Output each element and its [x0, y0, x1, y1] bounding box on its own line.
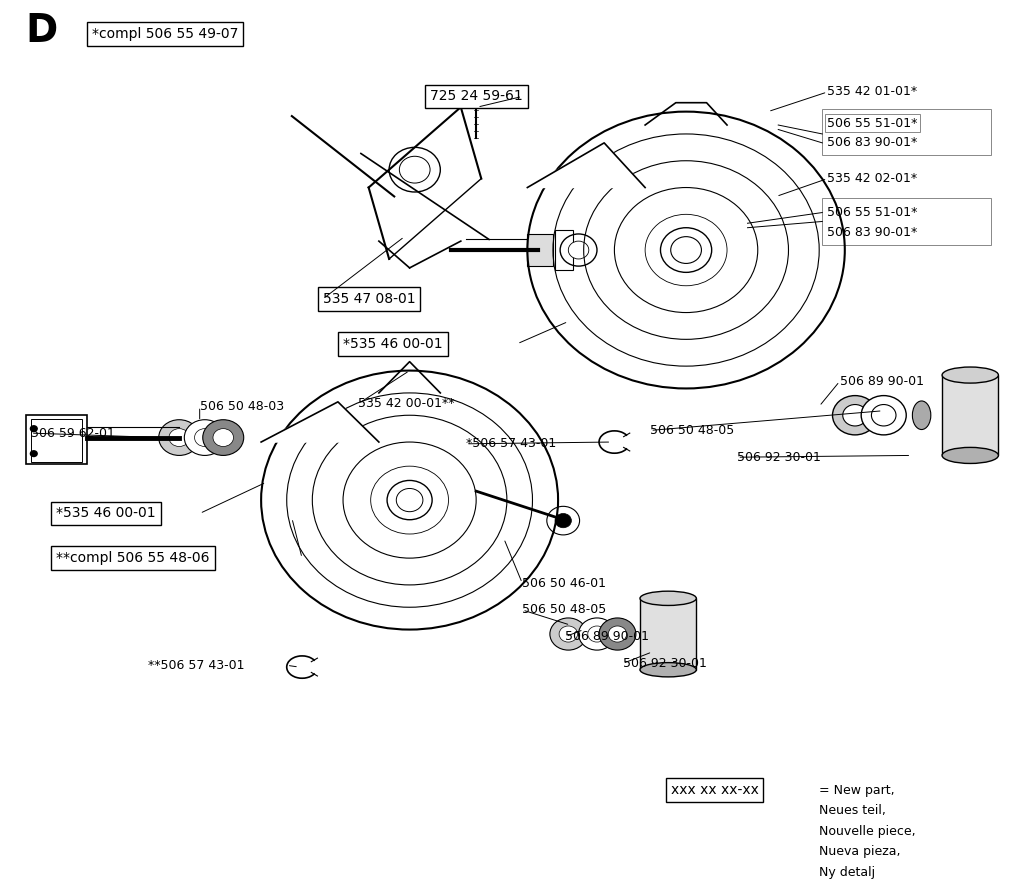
Text: *535 46 00-01: *535 46 00-01 — [343, 337, 442, 351]
Circle shape — [608, 626, 627, 642]
Text: Ny detalj: Ny detalj — [819, 866, 876, 879]
Text: 506 92 30-01: 506 92 30-01 — [623, 657, 707, 670]
Circle shape — [568, 241, 589, 259]
Circle shape — [213, 429, 233, 446]
Circle shape — [660, 228, 712, 272]
Ellipse shape — [942, 447, 998, 463]
Circle shape — [588, 626, 606, 642]
Circle shape — [169, 429, 189, 446]
Text: 725 24 59-61: 725 24 59-61 — [430, 89, 523, 104]
Ellipse shape — [640, 591, 696, 605]
Circle shape — [30, 450, 38, 457]
Polygon shape — [527, 143, 645, 188]
Circle shape — [550, 618, 587, 650]
Text: 535 42 02-01*: 535 42 02-01* — [827, 172, 918, 185]
FancyBboxPatch shape — [555, 230, 573, 270]
Text: 506 55 51-01*: 506 55 51-01* — [827, 117, 918, 129]
Circle shape — [861, 396, 906, 435]
Circle shape — [159, 420, 200, 455]
Circle shape — [547, 506, 580, 535]
FancyBboxPatch shape — [942, 375, 998, 455]
Text: 506 89 90-01: 506 89 90-01 — [840, 375, 924, 388]
Circle shape — [184, 420, 225, 455]
Text: 506 55 51-01*: 506 55 51-01* — [827, 206, 918, 219]
Circle shape — [387, 480, 432, 520]
Text: 535 42 00-01**: 535 42 00-01** — [358, 397, 455, 410]
Text: *535 46 00-01: *535 46 00-01 — [56, 506, 156, 521]
Text: D: D — [26, 13, 57, 50]
Circle shape — [559, 626, 578, 642]
Text: = New part,: = New part, — [819, 784, 895, 797]
Text: **compl 506 55 48-06: **compl 506 55 48-06 — [56, 551, 210, 565]
Text: Nueva pieza,: Nueva pieza, — [819, 846, 901, 858]
Circle shape — [555, 513, 571, 528]
Text: Neues teil,: Neues teil, — [819, 805, 886, 817]
FancyBboxPatch shape — [31, 419, 82, 462]
Text: 506 83 90-01*: 506 83 90-01* — [827, 137, 918, 149]
Polygon shape — [261, 402, 379, 442]
Ellipse shape — [640, 663, 696, 677]
Text: xxx xx xx-xx: xxx xx xx-xx — [671, 783, 759, 797]
Text: 506 50 48-05: 506 50 48-05 — [650, 424, 734, 437]
FancyBboxPatch shape — [640, 598, 696, 670]
FancyBboxPatch shape — [527, 234, 553, 266]
Text: 506 89 90-01: 506 89 90-01 — [565, 630, 649, 643]
Circle shape — [843, 405, 867, 426]
Text: **506 57 43-01: **506 57 43-01 — [148, 659, 245, 672]
Text: 506 83 90-01*: 506 83 90-01* — [827, 226, 918, 238]
Text: *506 57 43-01: *506 57 43-01 — [466, 438, 556, 450]
Text: 506 50 48-05: 506 50 48-05 — [522, 604, 606, 616]
Circle shape — [203, 420, 244, 455]
Circle shape — [833, 396, 878, 435]
Text: 506 50 46-01: 506 50 46-01 — [522, 577, 606, 589]
Text: 506 92 30-01: 506 92 30-01 — [737, 451, 821, 463]
Text: Nouvelle piece,: Nouvelle piece, — [819, 825, 915, 838]
Text: 506 50 48-03: 506 50 48-03 — [200, 400, 284, 413]
Text: 535 42 01-01*: 535 42 01-01* — [827, 86, 918, 98]
Ellipse shape — [912, 401, 931, 430]
Text: *compl 506 55 49-07: *compl 506 55 49-07 — [92, 27, 239, 41]
Circle shape — [30, 425, 38, 432]
Ellipse shape — [942, 367, 998, 383]
Text: 535 47 08-01: 535 47 08-01 — [323, 292, 415, 306]
Text: 506 59 62-01: 506 59 62-01 — [31, 427, 115, 439]
Circle shape — [871, 405, 896, 426]
Circle shape — [599, 618, 636, 650]
Circle shape — [579, 618, 615, 650]
FancyBboxPatch shape — [26, 415, 87, 464]
Circle shape — [195, 429, 215, 446]
